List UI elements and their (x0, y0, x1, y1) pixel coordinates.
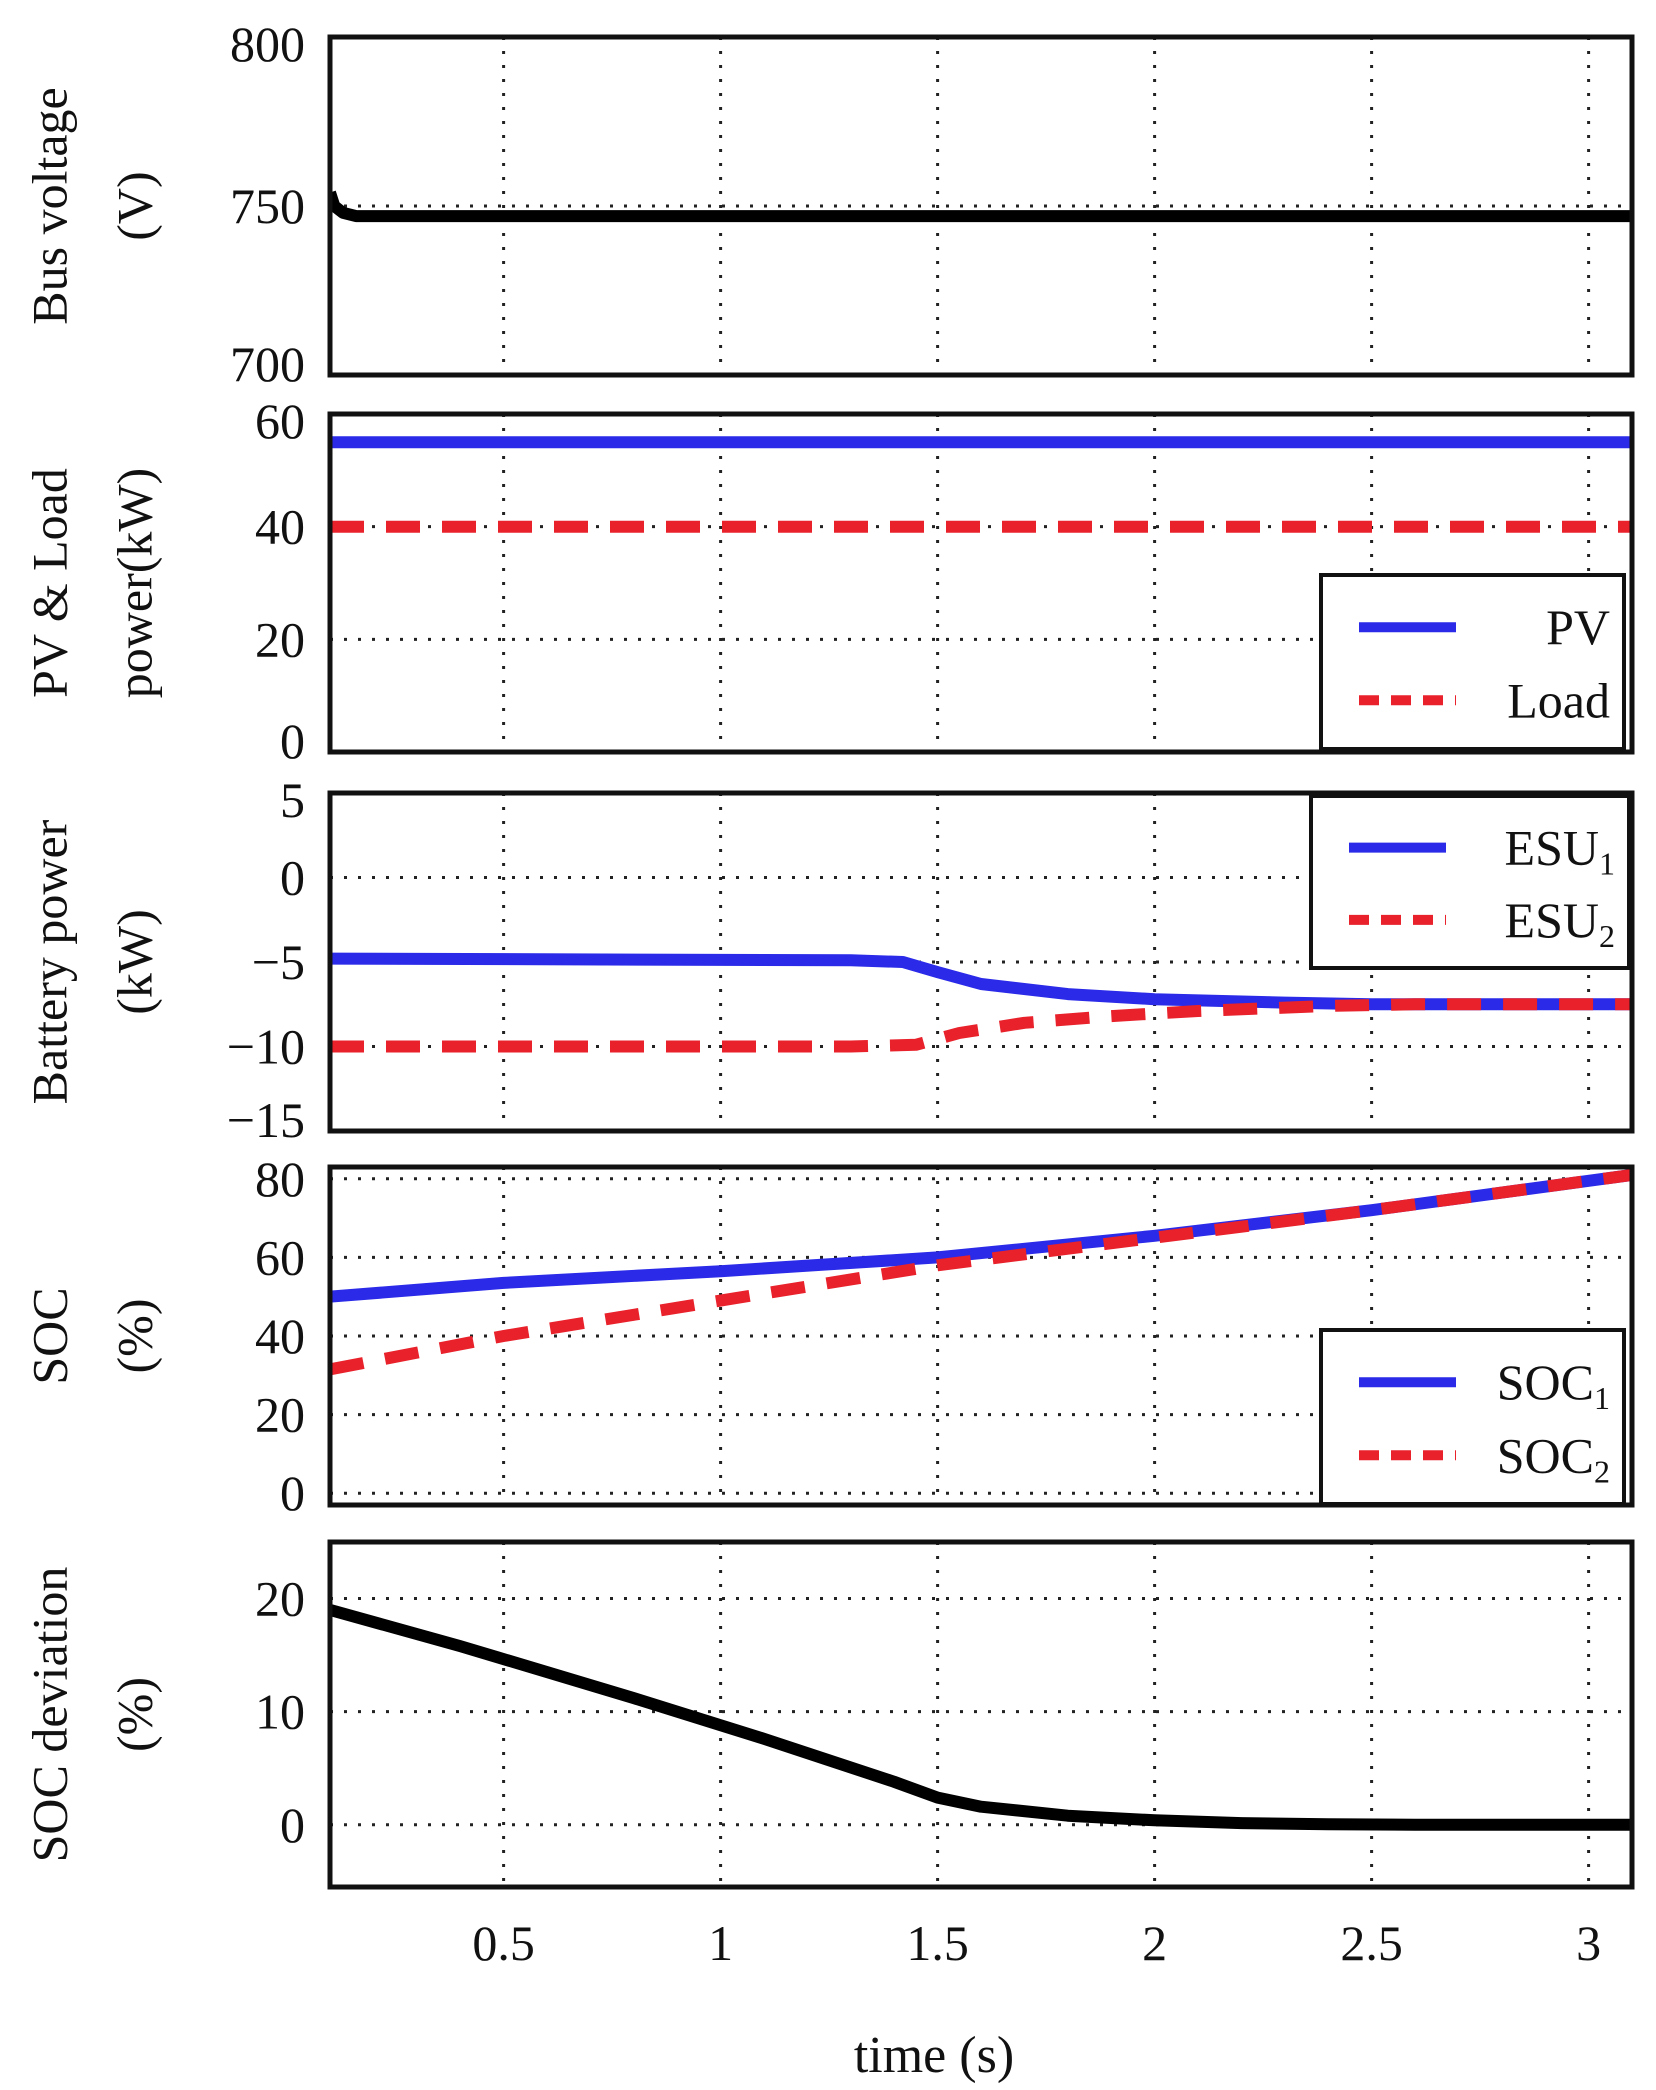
y-tick-label: 80 (255, 1151, 305, 1207)
y-tick-label: 0 (280, 1797, 305, 1853)
y-axis-label: Battery power (21, 819, 77, 1104)
y-tick-label: −15 (227, 1092, 305, 1148)
legend: PV Load (1319, 573, 1626, 751)
y-tick-label: 40 (255, 499, 305, 555)
plot-frame (327, 411, 1635, 755)
legend-label: Load (1507, 672, 1610, 728)
legend: ESU1 ESU2 (1309, 794, 1631, 970)
y-tick-label: 0 (280, 713, 305, 769)
plot-frame (327, 790, 1635, 1134)
legend-label: SOC1 (1497, 1354, 1610, 1416)
y-axis-label: (V) (106, 171, 162, 240)
series-line-bus-voltage (330, 190, 1632, 223)
y-tick-label: −5 (252, 934, 305, 990)
y-tick-label: 800 (230, 16, 305, 72)
series-line-soc1 (330, 1168, 1632, 1303)
x-tick-label: 2 (1142, 1915, 1167, 1971)
y-tick-label: −10 (227, 1019, 305, 1075)
series-line-esu1 (330, 952, 1632, 1011)
legend-box (1319, 1328, 1626, 1506)
y-axis-label: PV & Load (21, 468, 77, 698)
series-line-soc2 (330, 1168, 1632, 1376)
x-tick-label: 2.5 (1340, 1915, 1403, 1971)
legend-label: ESU2 (1505, 892, 1615, 954)
y-axis-label: SOC (21, 1287, 77, 1384)
plot-frame (327, 34, 1635, 378)
panel-soc: 0 20 40 60 80 SOC (%) SOC1 SOC2 (21, 1151, 1635, 1521)
x-tick-label: 0.5 (472, 1915, 535, 1971)
y-axis-label: power(kW) (106, 468, 162, 698)
y-axis-label: (kW) (106, 909, 162, 1015)
plot-frame (327, 1164, 1635, 1508)
y-tick-label: 20 (255, 1571, 305, 1627)
legend-label: SOC2 (1497, 1427, 1610, 1489)
y-tick-label: 5 (280, 772, 305, 828)
panel-bus-voltage: 700 750 800 Bus voltage (V) (21, 16, 1635, 392)
legend-label: PV (1546, 599, 1610, 655)
y-tick-label: 700 (230, 336, 305, 392)
y-tick-label: 0 (280, 1465, 305, 1521)
x-tick-label: 1.5 (906, 1915, 969, 1971)
x-tick-label: 3 (1576, 1915, 1601, 1971)
y-axis-label: (%) (106, 1299, 162, 1374)
y-tick-label: 750 (230, 178, 305, 234)
legend-box (1319, 573, 1626, 751)
y-axis-label: Bus voltage (21, 87, 77, 324)
x-axis-ticks: 0.5 1 1.5 2 2.5 3 (472, 1915, 1601, 1971)
y-tick-label: 20 (255, 1387, 305, 1443)
x-axis-label: time (s) (854, 2027, 1014, 2084)
y-tick-label: 60 (255, 1229, 305, 1285)
panel-soc-deviation: 0 10 20 SOC deviation (%) (21, 1539, 1635, 1890)
legend-label: ESU1 (1505, 820, 1615, 882)
y-axis-label: SOC deviation (21, 1567, 77, 1863)
series-line-esu2 (330, 998, 1632, 1053)
legend: SOC1 SOC2 (1319, 1328, 1626, 1506)
y-tick-label: 20 (255, 611, 305, 667)
panel-battery-power: −15 −10 −5 0 5 Battery power (kW) ESU1 ESU2 (21, 772, 1635, 1148)
plot-frame (327, 1539, 1635, 1890)
panel-pv-load-power: 0 20 40 60 PV & Load power(kW) PV Load (21, 393, 1635, 769)
series-line-soc-deviation (330, 1604, 1632, 1831)
y-tick-label: 60 (255, 393, 305, 449)
y-axis-label: (%) (106, 1677, 162, 1752)
x-tick-label: 1 (708, 1915, 733, 1971)
y-tick-label: 40 (255, 1308, 305, 1364)
y-tick-label: 10 (255, 1684, 305, 1740)
legend-box (1309, 794, 1631, 970)
y-tick-label: 0 (280, 850, 305, 906)
